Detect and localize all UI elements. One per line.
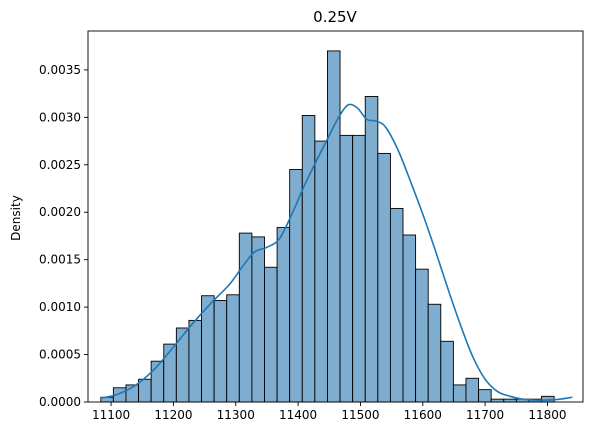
histogram-bar: [452, 384, 467, 403]
x-tick-label: 11400: [279, 408, 317, 422]
y-tick-label: 0.0035: [39, 63, 81, 77]
histogram-bar: [226, 294, 240, 403]
histogram-bar: [427, 303, 442, 403]
histogram-bar: [175, 327, 190, 403]
histogram-bar: [150, 360, 165, 403]
y-tick-label: 0.0005: [39, 348, 81, 362]
y-tick-label: 0.0030: [39, 110, 81, 124]
y-axis-label: Density: [9, 195, 23, 241]
y-tick-label: 0.0025: [39, 158, 81, 172]
histogram-bar: [301, 114, 316, 403]
histogram-bar: [264, 266, 278, 403]
y-tick-label: 0.0010: [39, 300, 81, 314]
y-tick-label: 0.0020: [39, 205, 81, 219]
x-tick-label: 11100: [92, 408, 130, 422]
histogram-bar: [478, 389, 492, 403]
histogram-bar: [465, 377, 480, 403]
histogram-bar: [276, 226, 291, 403]
plot-frame: [87, 30, 584, 403]
histogram-bar: [415, 268, 429, 403]
x-tick-label: 11200: [154, 408, 192, 422]
chart-title: 0.25V: [313, 8, 357, 26]
x-tick-label: 11700: [466, 408, 504, 422]
x-tick-label: 11500: [341, 408, 379, 422]
y-tick-label: 0.0015: [39, 253, 81, 267]
histogram-bar: [389, 207, 404, 403]
kde-layer: [100, 103, 573, 402]
x-tick-label: 11800: [528, 408, 566, 422]
x-tick-label: 11600: [404, 408, 442, 422]
histogram-bar: [251, 236, 265, 403]
histogram-bar: [402, 234, 417, 403]
histogram-bar: [327, 50, 341, 403]
x-tick-label: 11300: [217, 408, 255, 422]
histogram-bar: [314, 140, 328, 403]
plot-area: [100, 50, 555, 403]
histogram-bar: [364, 96, 379, 403]
axes: 11100 11200 11300 11400 11500 11600 11700 11800…: [39, 30, 584, 422]
histogram-bar: [213, 300, 228, 403]
histogram-bar: [163, 343, 177, 403]
histogram-bar: [238, 232, 253, 403]
kde-curve: [100, 103, 573, 402]
histogram-bar: [440, 340, 454, 403]
y-tick-label: 0.0000: [39, 395, 81, 409]
histogram-bar: [377, 152, 391, 403]
histogram-bar: [339, 134, 354, 403]
histogram-bar: [352, 134, 366, 403]
histogram-bar: [188, 319, 202, 403]
